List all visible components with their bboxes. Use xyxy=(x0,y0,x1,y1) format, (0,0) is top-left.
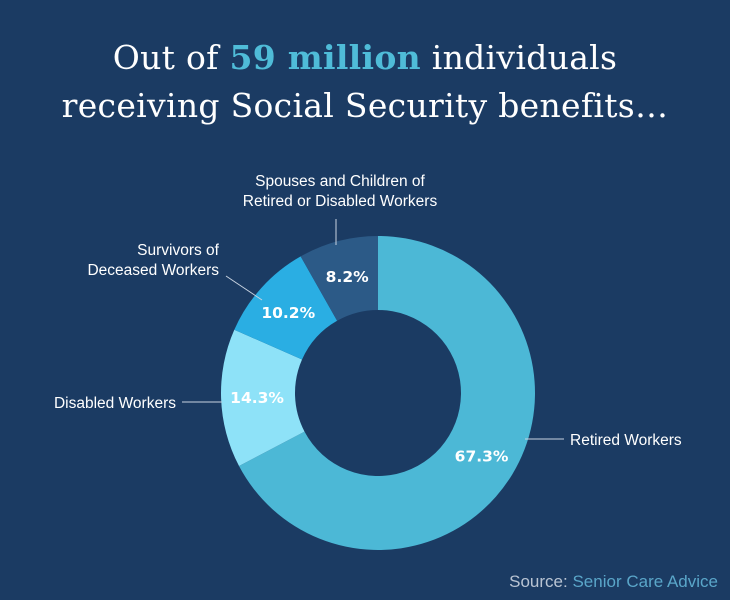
value-label-spouses-and-children-of-retired-or-disabled-workers: 8.2% xyxy=(326,268,369,286)
category-label-survivors-of-deceased-workers-line-1: Survivors of xyxy=(137,242,220,259)
chart-title: Out of 59 million individuals receiving … xyxy=(0,34,730,130)
category-label-spouses-and-children-of-retired-or-disabled-workers-line-1: Spouses and Children of xyxy=(255,173,425,190)
leader-line-survivors-of-deceased-workers xyxy=(225,275,263,301)
category-label-survivors-of-deceased-workers-line-2: Deceased Workers xyxy=(87,262,219,279)
title-highlight: 59 million xyxy=(229,38,421,77)
slice-spouses-and-children-of-retired-or-disabled-workers xyxy=(300,236,378,321)
title-line-2: receiving Social Security benefits… xyxy=(61,86,669,125)
source-label: Source: xyxy=(509,572,568,591)
title-prefix: Out of xyxy=(112,38,230,77)
slice-survivors-of-deceased-workers xyxy=(234,256,338,360)
category-label-disabled-workers: Disabled Workers xyxy=(54,395,176,412)
title-suffix: individuals xyxy=(420,38,618,77)
slice-retired-workers xyxy=(239,236,535,550)
category-label-retired-workers: Retired Workers xyxy=(570,432,682,449)
slice-disabled-workers xyxy=(220,329,305,467)
value-label-disabled-workers: 14.3% xyxy=(230,389,284,407)
value-label-survivors-of-deceased-workers: 10.2% xyxy=(261,304,315,322)
value-label-retired-workers: 67.3% xyxy=(455,448,509,466)
category-label-spouses-and-children-of-retired-or-disabled-workers-line-2: Retired or Disabled Workers xyxy=(243,193,438,210)
title-line-1: Out of 59 million individuals xyxy=(0,34,730,82)
source-value: Senior Care Advice xyxy=(572,572,718,591)
source-note: Source: Senior Care Advice xyxy=(509,572,718,592)
